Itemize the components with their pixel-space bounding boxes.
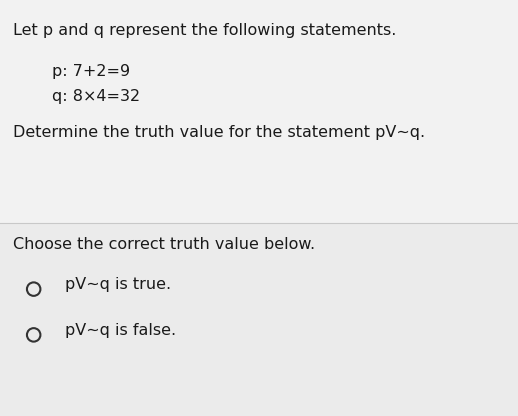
Text: p: 7+2=9: p: 7+2=9 [52,64,130,79]
Text: Choose the correct truth value below.: Choose the correct truth value below. [13,237,315,252]
Text: pV∼q is false.: pV∼q is false. [65,323,176,338]
Text: pV∼q is true.: pV∼q is true. [65,277,171,292]
Bar [0,0,518,223]
Text: Determine the truth value for the statement pV∼q.: Determine the truth value for the statem… [13,125,425,140]
Bar [0,223,518,416]
Text: q: 8×4=32: q: 8×4=32 [52,89,140,104]
Text: Let p and q represent the following statements.: Let p and q represent the following stat… [13,23,396,38]
